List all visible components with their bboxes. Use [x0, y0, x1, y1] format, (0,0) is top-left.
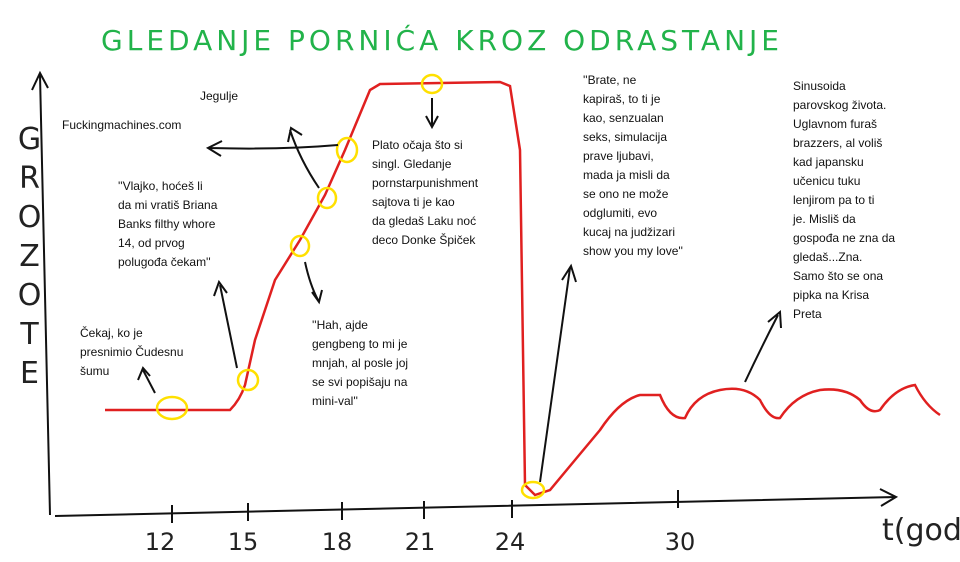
annotation-line: kao, senzualan	[583, 111, 664, 125]
annotation-line: sajtova ti je kao	[372, 195, 455, 209]
annotation-line: mnjah, al posle joj	[312, 356, 408, 370]
annotation-line: 14, od prvog	[118, 236, 185, 250]
y-axis-label: GROZOTE	[12, 122, 47, 395]
annotation-line: ''Brate, ne	[583, 73, 637, 87]
annotation-line: ''Vlajko, hoćeš li	[118, 179, 203, 193]
annotation-line: da gledaš Laku noć	[372, 214, 476, 228]
annotation-line: Uglavnom furaš	[793, 117, 877, 131]
annotation-line: pipka na Krisa	[793, 288, 869, 302]
annotation-line: da mi vratiš Briana	[118, 198, 218, 212]
x-tick-label: 12	[145, 528, 176, 556]
annotation-line: gledaš...Zna.	[793, 250, 862, 264]
annotation-line: Preta	[793, 307, 822, 321]
annotation-line: prave ljubavi,	[583, 149, 654, 163]
annotation-line: pornstarpunishment	[372, 176, 479, 190]
annotation-line: kapiraš, to ti je	[583, 92, 661, 106]
y-axis	[31, 70, 51, 516]
x-tick-label: 24	[495, 528, 526, 556]
x-tick-label: 15	[228, 528, 259, 556]
annotation-line: singl. Gledanje	[372, 157, 452, 171]
annotation-line: mini-val''	[312, 394, 358, 408]
annotation-line: Banks filthy whore	[118, 217, 216, 231]
annotation-line: Samo što se ona	[793, 269, 883, 283]
tick-marks	[171, 490, 679, 523]
x-tick-label: 21	[405, 528, 436, 556]
annotation-line: kucaj na judžizari	[583, 225, 675, 239]
annotation-line: ''Hah, ajde	[312, 318, 368, 332]
x-tick-label: 30	[665, 528, 696, 556]
curve	[105, 80, 941, 497]
annotation-line: odglumiti, evo	[583, 206, 657, 220]
annotation-line: parovskog života.	[793, 98, 886, 112]
annotation-line: se svi popišaju na	[312, 375, 408, 389]
axes	[31, 70, 899, 523]
highlights	[155, 73, 546, 500]
annotation-line: kad japansku	[793, 155, 864, 169]
annotation-line: Fuckingmachines.com	[62, 118, 181, 132]
x-tick-label: 18	[322, 528, 353, 556]
x-axis	[54, 488, 899, 517]
annotation-line: deco Donke Špiček	[372, 232, 476, 247]
annotation-line: brazzers, al voliš	[793, 136, 882, 150]
annotation-line: Plato očaja što si	[372, 138, 463, 152]
title: GLEDANJE PORNIĆA KROZ ODRASTANJE	[101, 23, 783, 57]
annotation-line: učenicu tuku	[793, 174, 860, 188]
annotation-line: show you my love''	[583, 244, 683, 258]
annotation-line: Jegulje	[200, 89, 238, 103]
annotation-line: gengbeng to mi je	[312, 337, 408, 351]
arrows	[137, 98, 782, 483]
annotation-line: seks, simulacija	[583, 130, 667, 144]
annotation-line: se ono ne može	[583, 187, 669, 201]
annotation-line: polugođa čekam''	[118, 255, 211, 269]
annotation-line: Sinusoida	[793, 79, 846, 93]
annotation-line: presnimio Čudesnu	[80, 344, 183, 359]
annotation-line: šumu	[80, 364, 109, 378]
annotation-line: mada ja misli da	[583, 168, 670, 182]
annotation-line: Čekaj, ko je	[80, 325, 143, 340]
annotation-line: gospođa ne zna da	[793, 231, 895, 245]
annotation-line: je. Misliš da	[792, 212, 856, 226]
annotation-line: lenjirom pa to ti	[793, 193, 874, 207]
x-axis-label: t(god)	[882, 513, 960, 548]
